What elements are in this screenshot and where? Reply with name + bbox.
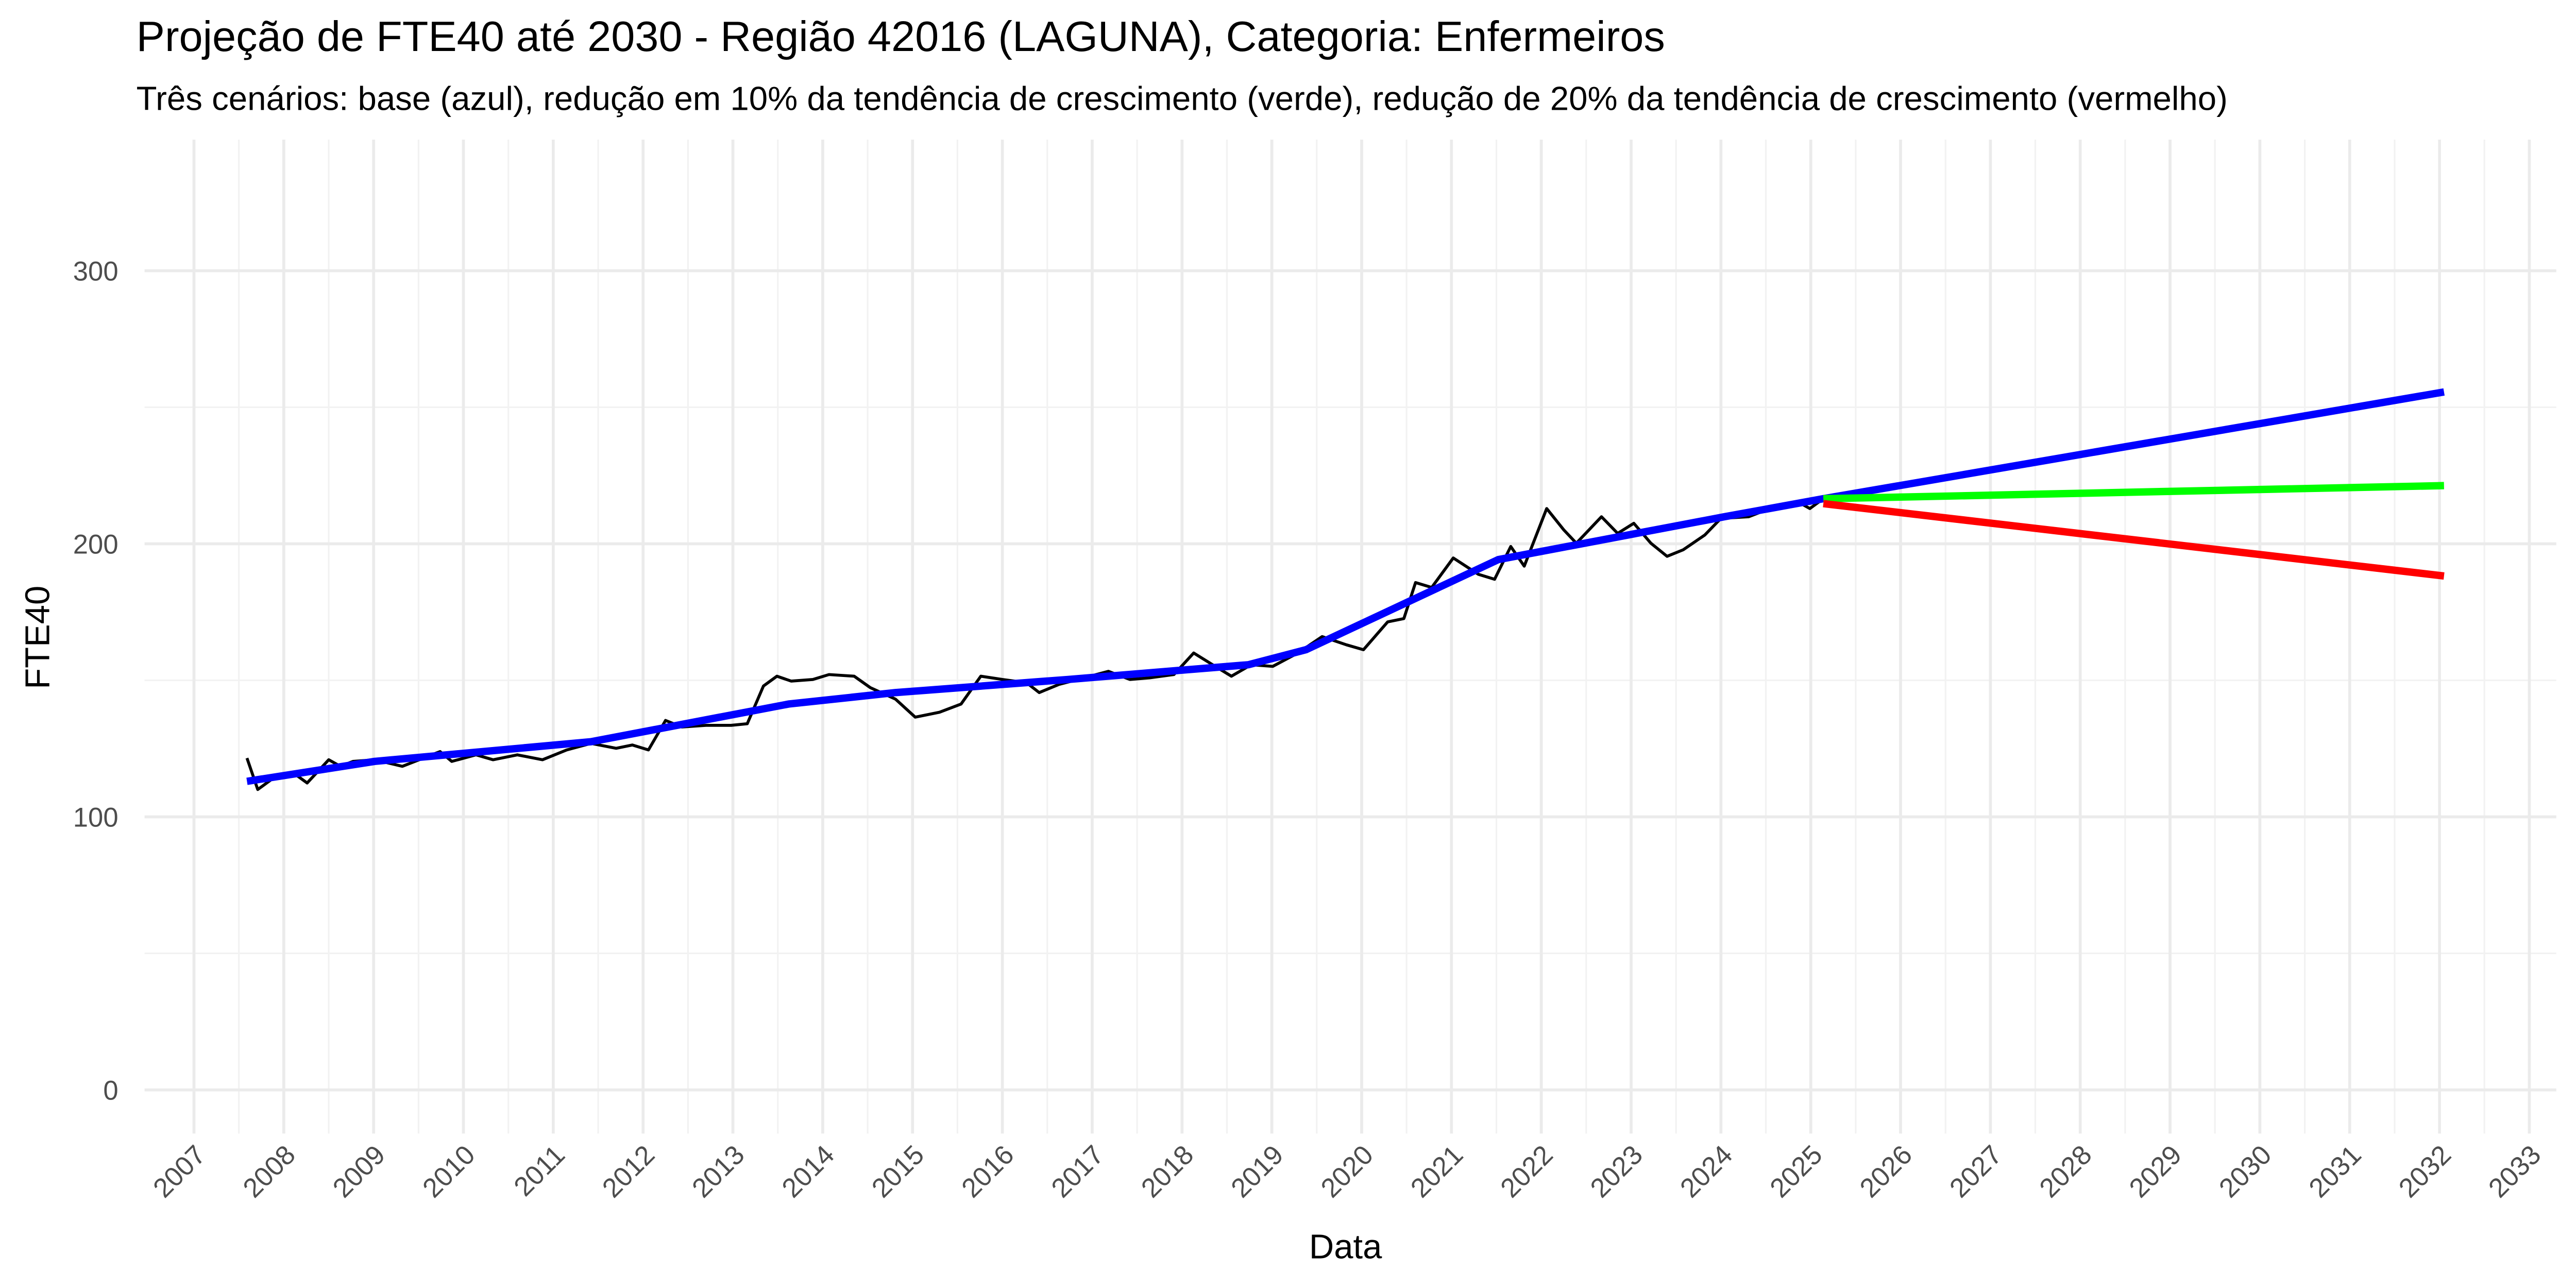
series-line [1823, 482, 2444, 503]
grid [144, 140, 2556, 1134]
x-axis-title: Data [1309, 1228, 1382, 1266]
series-line [1823, 500, 2445, 580]
y-tick-label: 300 [73, 257, 118, 287]
y-tick-label: 100 [73, 803, 118, 833]
series-line [246, 388, 2445, 785]
chart-title: Projeção de FTE40 até 2030 - Região 4201… [137, 12, 1665, 60]
y-tick-label: 0 [103, 1076, 118, 1106]
series-line [245, 497, 1824, 791]
plot-area [245, 388, 2445, 791]
chart-subtitle: Três cenários: base (azul), redução em 1… [137, 80, 2228, 117]
y-tick-label: 200 [73, 530, 118, 560]
y-axis-title: FTE40 [19, 586, 57, 689]
